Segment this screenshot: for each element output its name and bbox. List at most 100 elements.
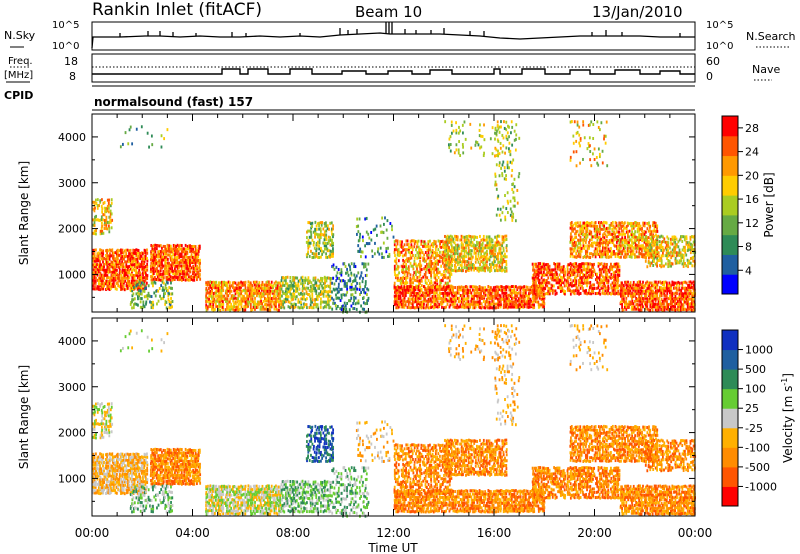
power-cell <box>521 294 523 298</box>
power-cell <box>586 278 589 282</box>
power-cell <box>550 276 552 280</box>
power-cell <box>572 264 575 268</box>
power-cell <box>212 303 215 307</box>
power-cell <box>587 274 590 278</box>
power-cell <box>597 236 600 240</box>
power-cell <box>571 247 573 251</box>
power-cell <box>458 296 461 300</box>
power-cell <box>534 264 537 268</box>
power-cell <box>316 297 319 301</box>
power-cell <box>610 267 613 271</box>
power-cell <box>268 292 271 296</box>
power-cell <box>105 279 108 283</box>
power-cell <box>328 290 330 294</box>
power-cell <box>434 245 437 249</box>
power-cell <box>611 220 614 224</box>
power-cell <box>208 299 211 303</box>
power-cell <box>396 291 399 295</box>
power-cell <box>576 274 579 278</box>
power-cell <box>185 270 188 274</box>
power-cell <box>252 303 255 307</box>
power-cell <box>103 265 105 269</box>
power-cell <box>351 280 354 284</box>
power-cell <box>598 249 601 253</box>
power-cell <box>277 300 280 304</box>
power-cell <box>409 240 412 244</box>
power-cell <box>332 241 335 245</box>
power-cell <box>584 236 587 240</box>
power-cell <box>579 255 582 259</box>
power-cell <box>456 296 459 300</box>
power-cell <box>630 255 633 259</box>
power-cell <box>488 285 491 289</box>
power-cell <box>162 270 165 274</box>
power-cell <box>359 292 361 296</box>
power-cell <box>512 296 515 300</box>
power-cell <box>511 168 514 172</box>
power-cell <box>596 280 599 284</box>
power-cell <box>168 269 170 273</box>
power-cell <box>430 270 433 274</box>
power-cell <box>109 287 112 291</box>
power-cell <box>564 290 567 294</box>
power-cell <box>335 279 338 283</box>
power-cell <box>470 285 473 289</box>
power-cell <box>427 256 430 260</box>
power-cell <box>394 273 396 277</box>
power-cell <box>452 288 454 292</box>
power-cell <box>604 243 607 247</box>
power-cell <box>333 288 336 292</box>
power-cell <box>279 286 282 290</box>
power-cell <box>215 291 218 295</box>
power-cell <box>604 265 607 269</box>
power-cell <box>184 250 187 254</box>
power-cell <box>496 285 498 289</box>
power-cell <box>500 288 502 292</box>
power-cell <box>322 250 325 254</box>
power-cell <box>189 275 192 279</box>
power-cell <box>410 243 413 247</box>
power-cell <box>176 252 179 256</box>
power-cell <box>207 305 209 309</box>
power-cell <box>597 230 600 234</box>
power-cell <box>468 243 471 247</box>
power-cell <box>138 289 140 293</box>
power-cell <box>96 256 99 260</box>
power-cell <box>488 246 491 250</box>
power-cell <box>407 242 410 246</box>
power-cell <box>462 294 464 298</box>
power-cell <box>523 291 526 295</box>
power-cell <box>244 280 247 284</box>
power-cell <box>595 241 598 245</box>
power-cell <box>232 297 235 301</box>
power-cell <box>169 258 172 262</box>
power-cell <box>494 296 497 300</box>
power-cell <box>100 265 103 269</box>
power-cell <box>480 238 483 242</box>
power-cell <box>399 276 402 280</box>
power-cell <box>245 305 248 309</box>
power-cell <box>145 273 147 277</box>
power-cell <box>502 291 505 295</box>
power-cell <box>525 300 528 304</box>
power-cell <box>241 289 244 293</box>
power-cell <box>325 305 328 309</box>
power-cell <box>494 241 497 245</box>
power-cell <box>99 229 102 233</box>
power-cell <box>455 235 458 239</box>
power-cell <box>475 247 478 251</box>
power-cell <box>169 247 172 251</box>
power-cell <box>108 288 111 292</box>
power-cell <box>444 251 447 255</box>
power-cell <box>456 246 459 250</box>
power-cell <box>407 300 410 304</box>
power-cell <box>172 247 175 251</box>
power-cell <box>511 215 513 219</box>
power-cell <box>216 283 219 287</box>
power-cell <box>540 284 543 288</box>
power-cell <box>470 294 473 298</box>
power-cell <box>206 296 209 300</box>
power-cell <box>569 247 572 251</box>
power-cell <box>133 257 136 261</box>
power-cell <box>283 300 286 304</box>
